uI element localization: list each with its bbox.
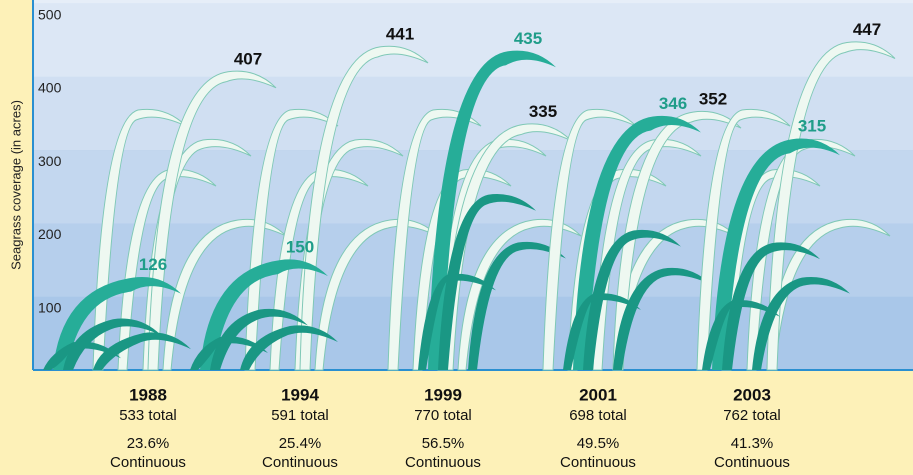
y-tick-label: 100 <box>38 299 62 315</box>
share-label: 56.5% <box>422 435 465 452</box>
grid-band <box>33 0 913 4</box>
grass-blade <box>190 336 268 370</box>
grass-peak <box>53 277 181 370</box>
grass-blade <box>210 308 308 370</box>
grass-tuft: 335 435 <box>387 29 582 371</box>
grass-blade <box>613 267 711 370</box>
grass-blade <box>722 242 820 370</box>
value-label: 352 <box>699 90 727 109</box>
grass-blade <box>269 168 369 371</box>
value-label: 435 <box>514 29 542 48</box>
grass-tuft: 352 346 <box>542 90 742 371</box>
grass-tuft: 447 315 <box>696 20 896 371</box>
y-tick-label: 200 <box>38 226 62 242</box>
grass-blade <box>696 108 791 371</box>
grass-peak <box>428 50 556 371</box>
total-label: 533 total <box>119 407 177 424</box>
grass-blade <box>752 277 850 370</box>
share-caption: Continuous <box>714 454 790 471</box>
value-label: 447 <box>853 20 881 39</box>
share-label: 25.4% <box>279 435 322 452</box>
value-label: 407 <box>234 49 262 68</box>
x-tick-label: 1999 <box>424 385 462 404</box>
grass-blade <box>766 218 891 371</box>
y-tick-label: 500 <box>38 6 62 22</box>
share-label: 49.5% <box>577 435 620 452</box>
grass-peak <box>200 259 328 370</box>
grass-blade <box>93 332 191 370</box>
x-tick-label: 1994 <box>281 385 319 404</box>
x-tick-label: 1988 <box>129 385 167 404</box>
grid-band <box>33 3 913 77</box>
value-label: 150 <box>286 238 314 257</box>
value-label: 335 <box>529 102 557 121</box>
grass-blade <box>418 273 496 370</box>
grass-blade <box>457 218 582 371</box>
grass-blade <box>438 194 536 370</box>
total-label: 591 total <box>271 407 329 424</box>
share-label: 41.3% <box>731 435 774 452</box>
share-caption: Continuous <box>262 454 338 471</box>
value-label: 315 <box>798 117 826 136</box>
x-tick-label: 2001 <box>579 385 617 404</box>
grass-tuft: 407 126 <box>43 49 287 371</box>
grass-peak <box>573 115 701 370</box>
grass-tuft: 441 150 <box>190 24 439 371</box>
grass-blade <box>746 138 856 371</box>
value-label: 441 <box>386 24 414 43</box>
grass-blade <box>592 138 702 371</box>
grass-blade <box>43 341 121 370</box>
grass-peak <box>147 70 277 371</box>
grass-blade <box>244 108 339 371</box>
value-label: 126 <box>139 255 167 274</box>
share-label: 23.6% <box>127 435 170 452</box>
grass-blade <box>117 168 217 371</box>
total-label: 770 total <box>414 407 472 424</box>
grass-blade <box>563 293 641 370</box>
grass-blade <box>240 325 338 370</box>
share-caption: Continuous <box>110 454 186 471</box>
grass-blade <box>702 300 780 370</box>
x-tick-label: 2003 <box>733 385 771 404</box>
grass-blade <box>63 318 161 370</box>
grass-blade <box>387 108 482 371</box>
grass-peak <box>712 138 840 370</box>
y-tick-label: 300 <box>38 153 62 169</box>
grass-peak <box>766 41 896 371</box>
y-axis-label: Seagrass coverage (in acres) <box>8 100 23 270</box>
grass-blade <box>583 229 681 370</box>
share-caption: Continuous <box>405 454 481 471</box>
grass-peak <box>612 110 742 371</box>
total-label: 698 total <box>569 407 627 424</box>
value-label: 346 <box>659 94 687 113</box>
y-tick-label: 400 <box>38 80 62 96</box>
total-label: 762 total <box>723 407 781 424</box>
grass-blade <box>468 241 566 370</box>
grass-peak <box>299 45 429 371</box>
share-caption: Continuous <box>560 454 636 471</box>
